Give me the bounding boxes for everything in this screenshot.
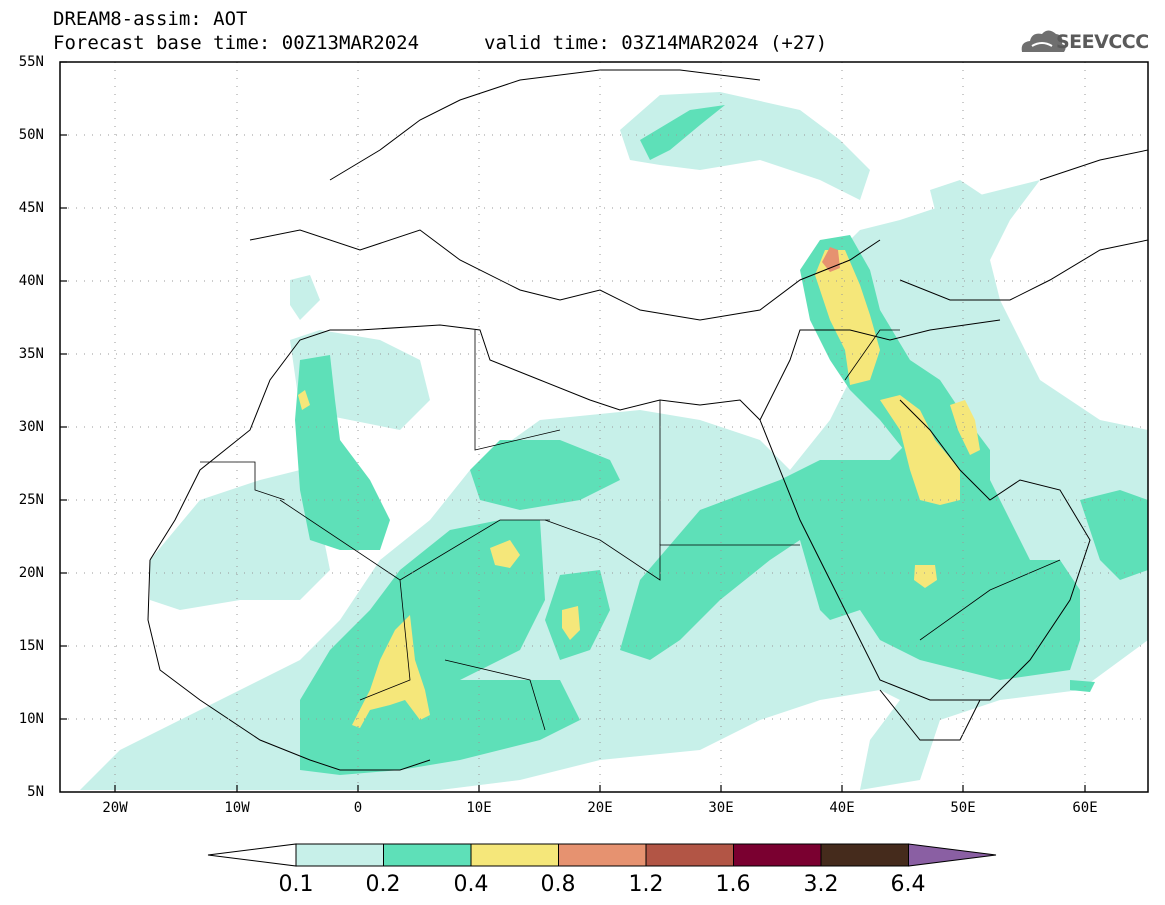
colorbar-tick-label: 0.8 <box>540 872 576 897</box>
colorbar-over-arrow <box>908 843 997 867</box>
lon-label: 40E <box>829 800 855 816</box>
colorbar-tick-label: 0.2 <box>365 872 401 897</box>
aot-fields <box>80 92 1148 790</box>
lat-label: 30N <box>18 419 44 435</box>
lon-label: 10E <box>466 800 492 816</box>
lon-label: 50E <box>950 800 976 816</box>
lat-label: 45N <box>18 200 44 216</box>
logo-text: SEEVCCC <box>1056 31 1149 53</box>
lat-label: 10N <box>18 711 44 727</box>
colorbar-bin-3 <box>470 843 559 867</box>
colorbar-bin-2 <box>383 843 472 867</box>
colorbar <box>207 843 997 867</box>
lon-label: 60E <box>1072 800 1098 816</box>
colorbar-bin-5 <box>645 843 734 867</box>
lon-label: 30E <box>708 800 734 816</box>
colorbar-bin-6 <box>733 843 822 867</box>
cloud-logo-icon <box>1021 30 1066 52</box>
aot-band-0.4-0.8 <box>298 250 980 728</box>
lat-label: 25N <box>18 492 44 508</box>
lon-label: 20E <box>587 800 613 816</box>
lon-label: 20W <box>102 800 128 816</box>
colorbar-tick-label: 6.4 <box>890 872 926 897</box>
colorbar-tick-label: 1.2 <box>628 872 664 897</box>
colorbar-tick-label: 1.6 <box>715 872 751 897</box>
aot-band-0.1-0.2 <box>80 92 1148 790</box>
lat-label: 15N <box>18 638 44 654</box>
colorbar-bin-7 <box>820 843 909 867</box>
lat-label: 35N <box>18 346 44 362</box>
lon-label: 0 <box>353 800 363 816</box>
colorbar-tick-label: 3.2 <box>803 872 839 897</box>
lon-label: 10W <box>224 800 250 816</box>
forecast-base-time: Forecast base time: 00Z13MAR2024 <box>53 32 420 54</box>
lat-label: 20N <box>18 565 44 581</box>
graticule <box>60 62 1148 792</box>
colorbar-tick-label: 0.4 <box>453 872 489 897</box>
lat-label: 40N <box>18 273 44 289</box>
map-title: DREAM8-assim: AOT <box>53 8 248 30</box>
colorbar-bin-1 <box>295 843 384 867</box>
colorbar-tick-label: 0.1 <box>278 872 314 897</box>
colorbar-bin-4 <box>558 843 647 867</box>
coastlines <box>147 69 1148 771</box>
lat-label: 5N <box>27 784 44 800</box>
lat-label: 50N <box>18 127 44 143</box>
borders <box>200 329 1061 731</box>
lat-label: 55N <box>18 54 44 70</box>
colorbar-under-arrow <box>207 843 297 867</box>
axis-ticks <box>60 61 1086 792</box>
valid-time: valid time: 03Z14MAR2024 (+27) <box>484 32 828 54</box>
